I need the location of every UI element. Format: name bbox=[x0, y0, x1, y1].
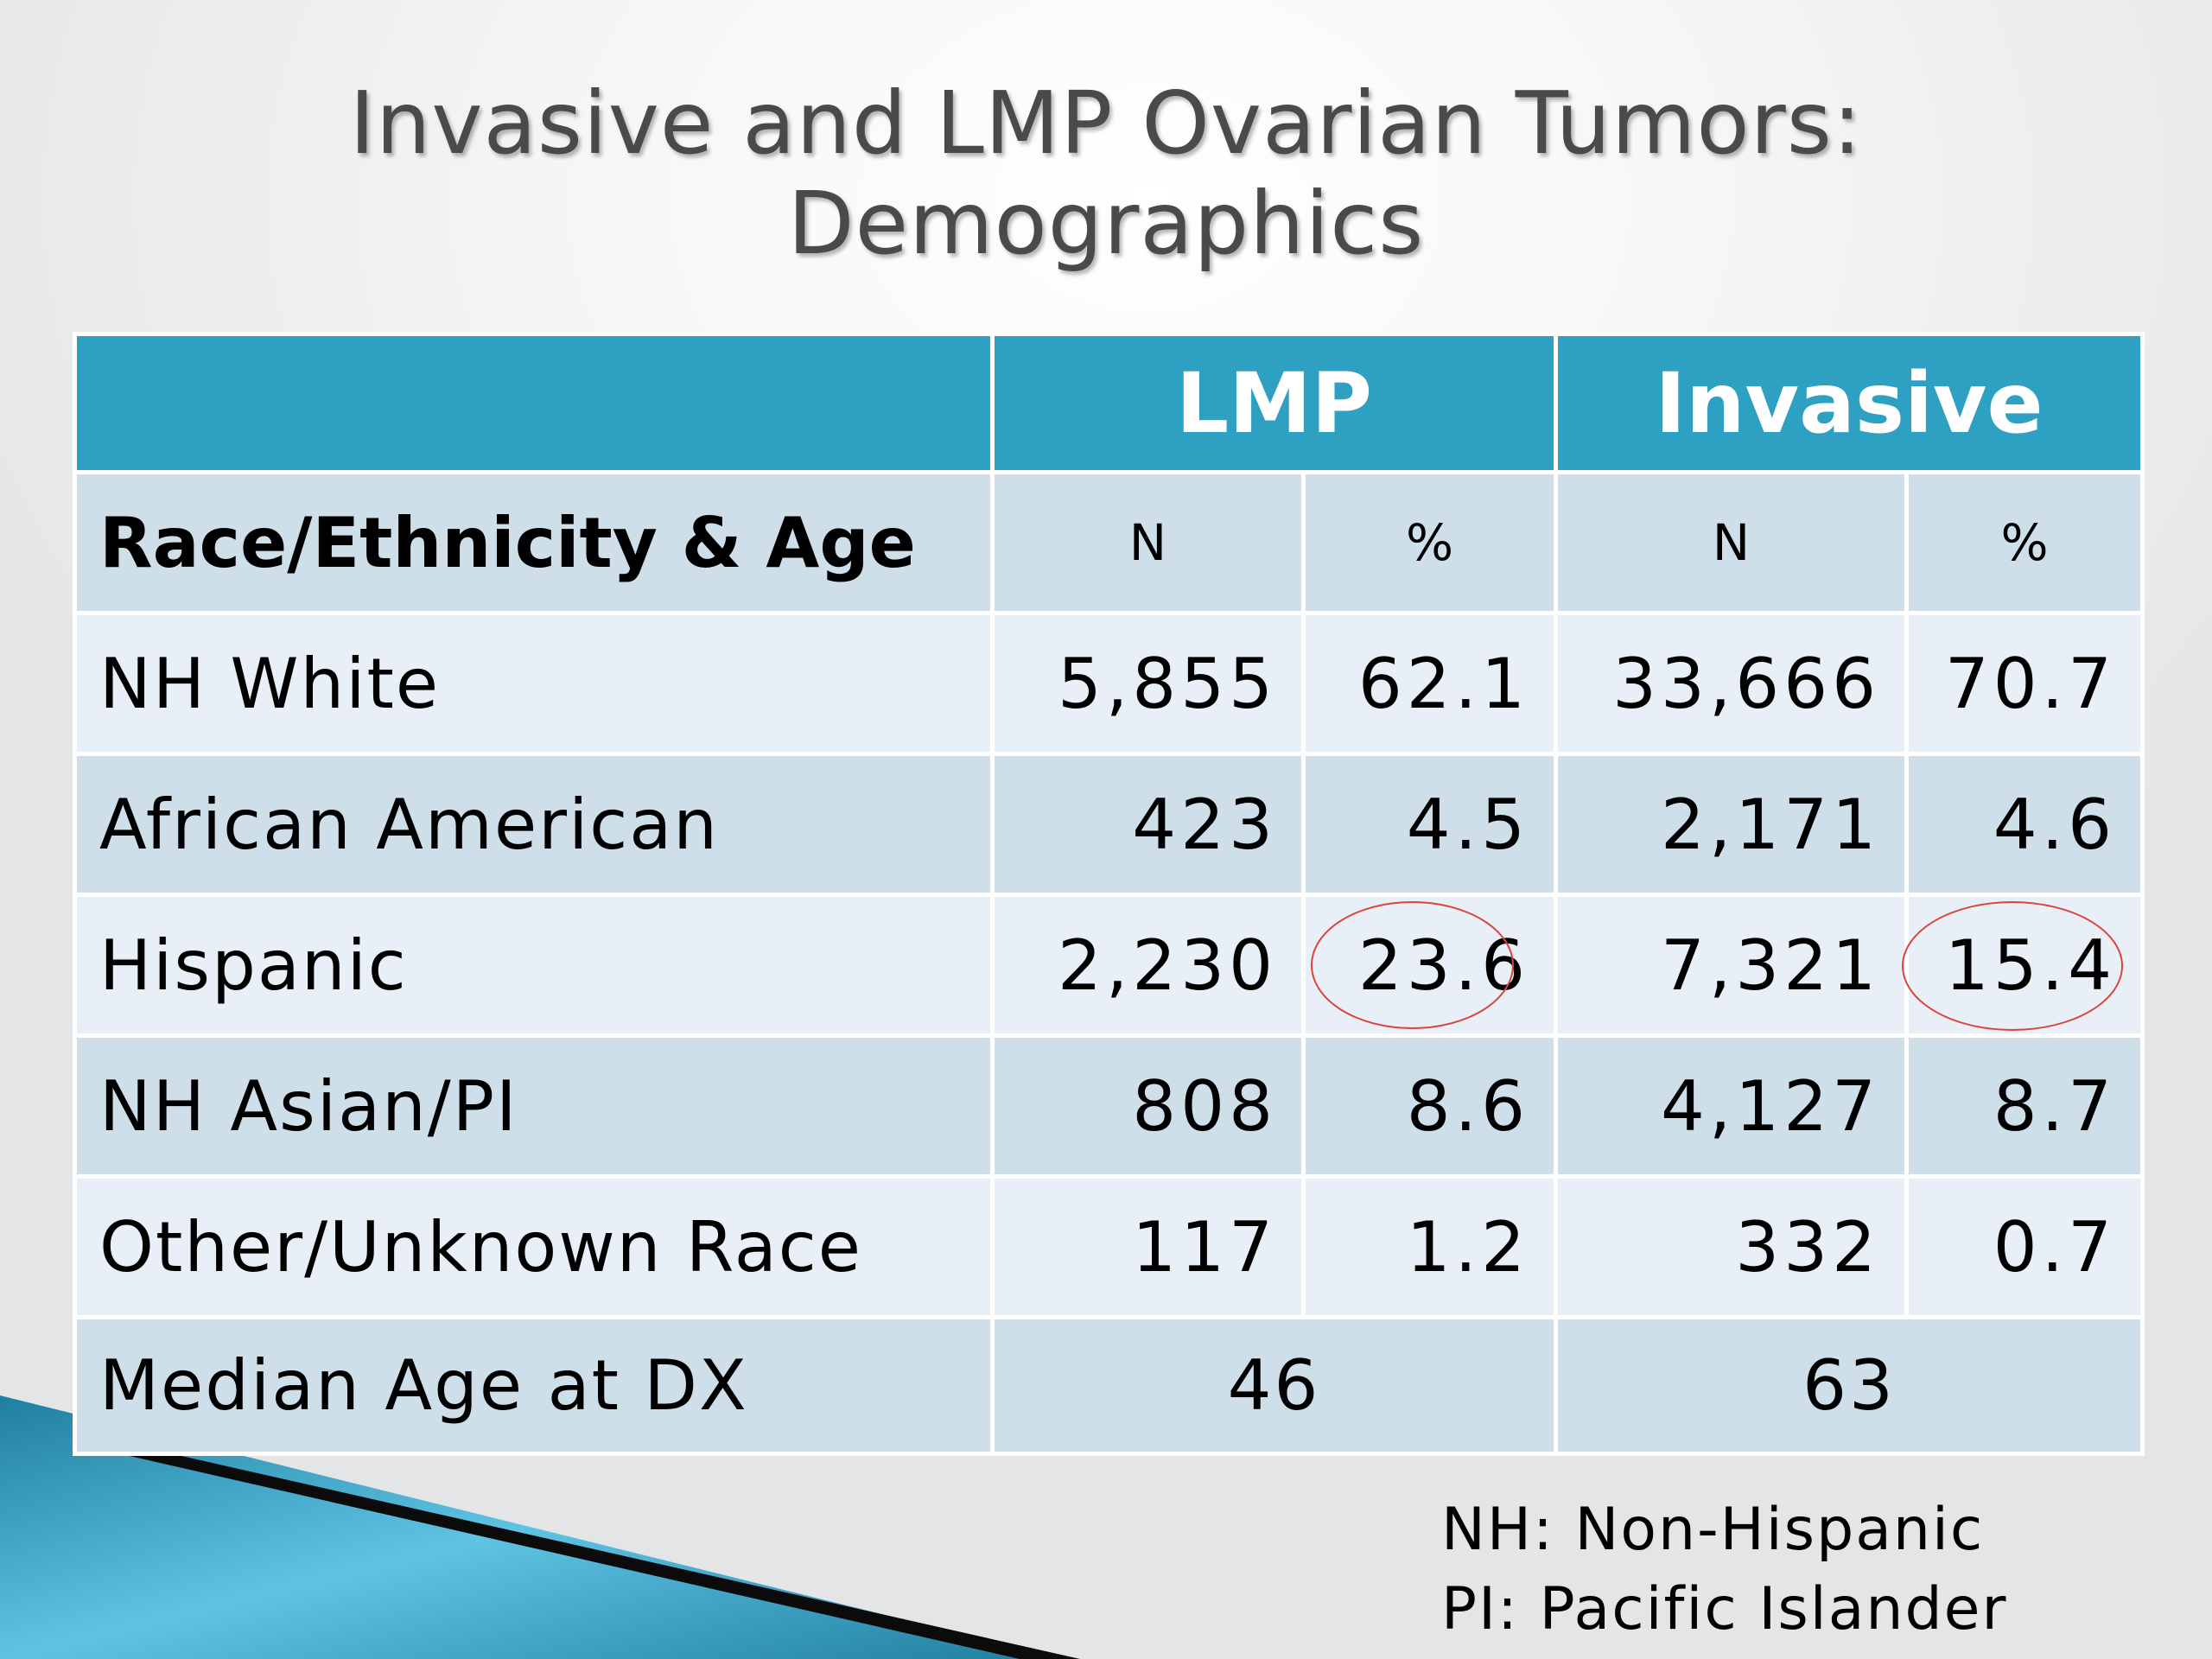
invasive-n-cell: 7,321 bbox=[1554, 893, 1909, 1038]
lmp-n-cell: 117 bbox=[990, 1174, 1306, 1319]
highlight-circle bbox=[1901, 900, 2123, 1031]
demographics-table: LMP Invasive Race/Ethnicity & Age N % N … bbox=[73, 332, 2145, 1456]
median-age-label: Median Age at DX bbox=[73, 1315, 995, 1456]
lmp-n-cell: 808 bbox=[990, 1033, 1306, 1179]
lmp-n-cell: 423 bbox=[990, 752, 1306, 897]
table-row: African American 423 4.5 2,171 4.6 bbox=[73, 752, 2145, 897]
invasive-pct-cell: 4.6 bbox=[1904, 752, 2145, 897]
lmp-pct-cell: 1.2 bbox=[1301, 1174, 1558, 1319]
row-label: NH White bbox=[73, 611, 995, 756]
invasive-median-age: 63 bbox=[1554, 1315, 2145, 1456]
lmp-n-cell: 5,855 bbox=[990, 611, 1306, 756]
lmp-pct-cell: 4.5 bbox=[1301, 752, 1558, 897]
slide-title-line1: Invasive and LMP Ovarian Tumors: bbox=[349, 73, 1863, 174]
table-row: Hispanic 2,230 23.6 7,321 15.4 bbox=[73, 893, 2145, 1038]
lmp-n-header: N bbox=[990, 470, 1306, 615]
group-header-row: LMP Invasive bbox=[73, 332, 2145, 474]
invasive-n-cell: 4,127 bbox=[1554, 1033, 1909, 1179]
empty-header-cell bbox=[73, 332, 995, 474]
row-label: African American bbox=[73, 752, 995, 897]
row-label: Hispanic bbox=[73, 893, 995, 1038]
lmp-pct-cell: 62.1 bbox=[1301, 611, 1558, 756]
highlight-circle-wrap: 15.4 bbox=[1901, 900, 2123, 1031]
row-label: NH Asian/PI bbox=[73, 1033, 995, 1179]
subheader-row: Race/Ethnicity & Age N % N % bbox=[73, 470, 2145, 615]
lmp-pct-cell-highlighted: 23.6 bbox=[1301, 893, 1558, 1038]
invasive-group-header: Invasive bbox=[1554, 332, 2145, 474]
invasive-n-cell: 33,666 bbox=[1554, 611, 1909, 756]
slide-title: Invasive and LMP Ovarian Tumors: Demogra… bbox=[0, 73, 2212, 274]
row-header-label: Race/Ethnicity & Age bbox=[73, 470, 995, 615]
highlight-circle-wrap: 23.6 bbox=[1310, 900, 1529, 1029]
invasive-pct-cell-highlighted: 15.4 bbox=[1901, 893, 2145, 1038]
table-row: NH Asian/PI 808 8.6 4,127 8.7 bbox=[73, 1033, 2145, 1179]
invasive-pct-cell: 70.7 bbox=[1904, 611, 2145, 756]
table-row: NH White 5,855 62.1 33,666 70.7 bbox=[73, 611, 2145, 756]
invasive-n-cell: 2,171 bbox=[1554, 752, 1909, 897]
lmp-group-header: LMP bbox=[990, 332, 1558, 474]
footnotes: NH: Non-Hispanic PI: Pacific Islander bbox=[1441, 1491, 2007, 1649]
lmp-pct-cell: 8.6 bbox=[1301, 1033, 1558, 1179]
invasive-pct-header: % bbox=[1904, 470, 2145, 615]
row-label: Other/Unknown Race bbox=[73, 1174, 995, 1319]
lmp-n-cell: 2,230 bbox=[990, 893, 1306, 1038]
footnote-nh: NH: Non-Hispanic bbox=[1441, 1496, 1985, 1564]
invasive-pct-cell: 8.7 bbox=[1904, 1033, 2145, 1179]
footnote-pi: PI: Pacific Islander bbox=[1441, 1575, 2008, 1643]
lmp-pct-header: % bbox=[1301, 470, 1558, 615]
highlight-circle bbox=[1310, 900, 1514, 1029]
invasive-n-header: N bbox=[1554, 470, 1909, 615]
lmp-median-age: 46 bbox=[990, 1315, 1558, 1456]
median-age-row: Median Age at DX 46 63 bbox=[73, 1315, 2145, 1456]
invasive-pct-cell: 0.7 bbox=[1904, 1174, 2145, 1319]
invasive-n-cell: 332 bbox=[1554, 1174, 1909, 1319]
table-row: Other/Unknown Race 117 1.2 332 0.7 bbox=[73, 1174, 2145, 1319]
slide-title-line2: Demographics bbox=[787, 173, 1425, 274]
